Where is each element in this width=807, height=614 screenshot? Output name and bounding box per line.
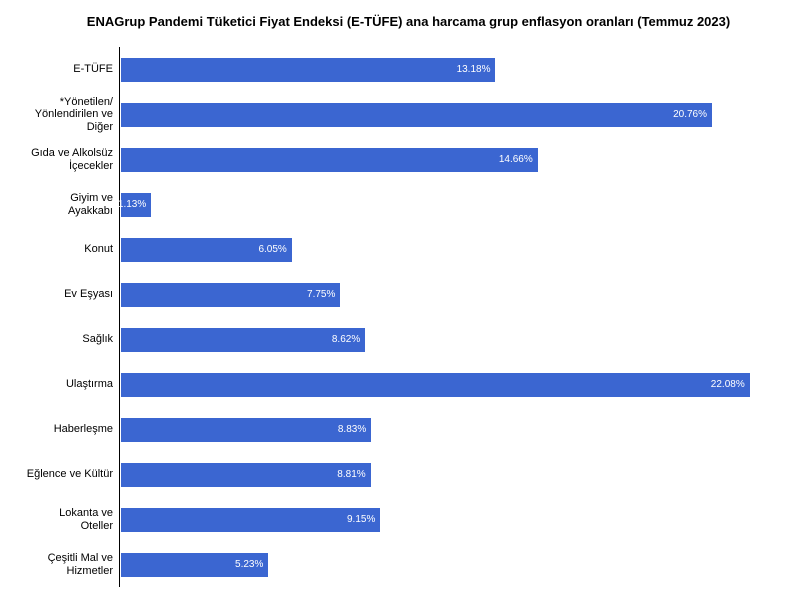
- category-label: Ev Eşyası: [0, 288, 119, 300]
- category-label: Çeşitli Mal veHizmetler: [0, 552, 119, 576]
- y-label-row: Lokanta veOteller: [0, 497, 119, 542]
- y-label-row: Konut: [0, 227, 119, 272]
- category-label: E-TÜFE: [0, 63, 119, 75]
- y-label-row: Eğlence ve Kültür: [0, 452, 119, 497]
- bar-row: 8.83%: [120, 407, 777, 452]
- category-label: Konut: [0, 243, 119, 255]
- bar-value-label: 9.15%: [347, 514, 380, 525]
- bars-area: 13.18% 20.76% 14.66% 1.13% 6.05% 7.75% 8.62% 22…: [120, 47, 777, 587]
- bar: 8.81%: [120, 462, 372, 488]
- bar-value-label: 8.81%: [337, 469, 370, 480]
- bar-row: 8.62%: [120, 317, 777, 362]
- bar-value-label: 14.66%: [499, 154, 538, 165]
- bar-value-label: 6.05%: [258, 244, 291, 255]
- bar-row: 13.18%: [120, 47, 777, 92]
- bar: 7.75%: [120, 282, 341, 308]
- y-label-row: Çeşitli Mal veHizmetler: [0, 542, 119, 587]
- bar-row: 7.75%: [120, 272, 777, 317]
- y-axis-labels: E-TÜFE *Yönetilen/Yönlendirilen veDiğer Gı…: [0, 47, 120, 587]
- bar: 14.66%: [120, 147, 539, 173]
- y-label-row: Sağlık: [0, 317, 119, 362]
- y-label-row: *Yönetilen/Yönlendirilen veDiğer: [0, 92, 119, 137]
- bar-value-label: 8.62%: [332, 334, 365, 345]
- category-label: Haberleşme: [0, 423, 119, 435]
- bar: 22.08%: [120, 372, 751, 398]
- category-label: Ulaştırma: [0, 378, 119, 390]
- category-label: *Yönetilen/Yönlendirilen veDiğer: [0, 96, 119, 132]
- y-label-row: Gıda ve Alkolsüzİçecekler: [0, 137, 119, 182]
- bar-value-label: 8.83%: [338, 424, 371, 435]
- bar: 13.18%: [120, 57, 496, 83]
- bar-row: 6.05%: [120, 227, 777, 272]
- category-label: Lokanta veOteller: [0, 507, 119, 531]
- bar-row: 8.81%: [120, 452, 777, 497]
- bar-value-label: 5.23%: [235, 559, 268, 570]
- bar: 6.05%: [120, 237, 293, 263]
- bar: 9.15%: [120, 507, 381, 533]
- bar: 20.76%: [120, 102, 713, 128]
- y-label-row: E-TÜFE: [0, 47, 119, 92]
- y-label-row: Ulaştırma: [0, 362, 119, 407]
- bar-row: 20.76%: [120, 92, 777, 137]
- bar-value-label: 1.13%: [118, 199, 151, 210]
- category-label: Sağlık: [0, 333, 119, 345]
- bar-row: 5.23%: [120, 542, 777, 587]
- bar-row: 14.66%: [120, 137, 777, 182]
- category-label: Giyim veAyakkabı: [0, 192, 119, 216]
- y-label-row: Ev Eşyası: [0, 272, 119, 317]
- bar-row: 1.13%: [120, 182, 777, 227]
- bar-value-label: 7.75%: [307, 289, 340, 300]
- bar: 8.83%: [120, 417, 372, 443]
- bar-value-label: 22.08%: [711, 379, 750, 390]
- category-label: Eğlence ve Kültür: [0, 468, 119, 480]
- bar-chart: ENAGrup Pandemi Tüketici Fiyat Endeksi (…: [0, 0, 807, 614]
- bar-row: 9.15%: [120, 497, 777, 542]
- bar-value-label: 13.18%: [457, 64, 496, 75]
- bar: 5.23%: [120, 552, 269, 578]
- bar-value-label: 20.76%: [673, 109, 712, 120]
- bar-row: 22.08%: [120, 362, 777, 407]
- bar: 8.62%: [120, 327, 366, 353]
- bar: 1.13%: [120, 192, 152, 218]
- plot-area: E-TÜFE *Yönetilen/Yönlendirilen veDiğer Gı…: [0, 47, 777, 587]
- chart-title: ENAGrup Pandemi Tüketici Fiyat Endeksi (…: [0, 14, 777, 29]
- y-label-row: Haberleşme: [0, 407, 119, 452]
- y-label-row: Giyim veAyakkabı: [0, 182, 119, 227]
- category-label: Gıda ve Alkolsüzİçecekler: [0, 147, 119, 171]
